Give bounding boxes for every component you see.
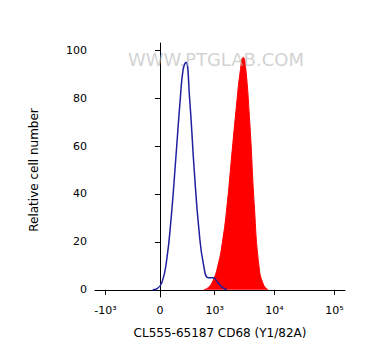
svg-text:CL555-65187 CD68 (Y1/82A): CL555-65187 CD68 (Y1/82A) (134, 326, 307, 340)
svg-text:40: 40 (73, 187, 87, 200)
svg-text:10⁴: 10⁴ (265, 304, 284, 317)
svg-text:10³: 10³ (205, 304, 223, 317)
svg-text:10⁵: 10⁵ (325, 304, 343, 317)
svg-text:-10³: -10³ (94, 304, 116, 317)
svg-text:80: 80 (73, 92, 87, 105)
svg-text:0: 0 (80, 283, 87, 296)
svg-text:60: 60 (73, 140, 87, 153)
svg-text:WWW.PTGLAB.COM: WWW.PTGLAB.COM (128, 49, 304, 70)
svg-text:Relative cell number: Relative cell number (27, 108, 41, 232)
svg-text:20: 20 (73, 235, 87, 248)
svg-text:100: 100 (66, 44, 87, 57)
svg-text:0: 0 (157, 304, 164, 317)
